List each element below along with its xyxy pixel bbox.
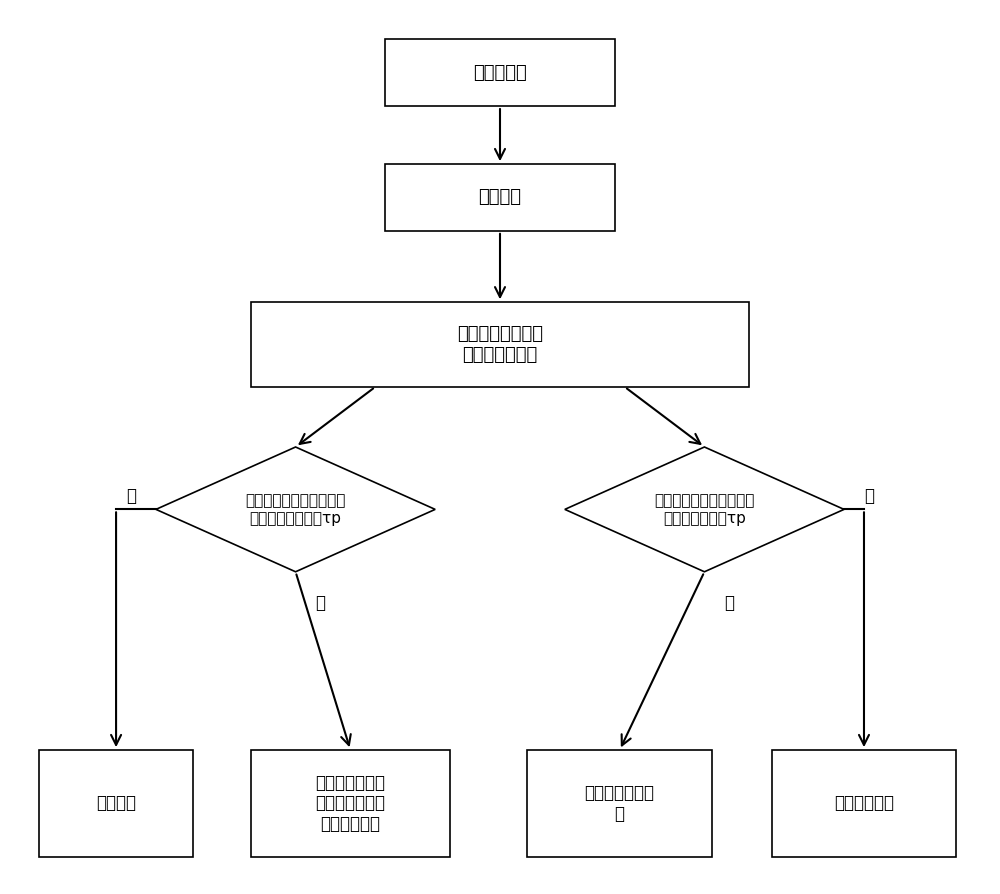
Bar — [772, 750, 956, 857]
Text: 否: 否 — [126, 487, 136, 505]
Text: 否: 否 — [864, 487, 874, 505]
Text: 保持工作: 保持工作 — [96, 795, 136, 813]
Bar — [385, 164, 615, 231]
Text: 计算最优休眠概率
和最优休眠阈值: 计算最优休眠概率 和最优休眠阈值 — [457, 325, 543, 364]
Text: 监控负载: 监控负载 — [479, 189, 522, 207]
Text: 是: 是 — [316, 594, 326, 612]
Bar — [385, 39, 615, 106]
Text: 是: 是 — [724, 594, 734, 612]
Polygon shape — [565, 447, 844, 572]
Bar — [39, 750, 193, 857]
Text: 判断已休眠基站下的负载
是否小于休眠阈值τp: 判断已休眠基站下的负载 是否小于休眠阈值τp — [245, 493, 346, 526]
Text: 触发基站休眠，
负载转移到相应
活跃宏基站下: 触发基站休眠， 负载转移到相应 活跃宏基站下 — [315, 773, 385, 833]
Bar — [251, 750, 450, 857]
Text: 激活休眠基站: 激活休眠基站 — [834, 795, 894, 813]
Text: 保持基站休眠状
态: 保持基站休眠状 态 — [585, 784, 655, 822]
Polygon shape — [156, 447, 435, 572]
Bar — [527, 750, 712, 857]
Bar — [251, 302, 749, 387]
Text: 系统初始化: 系统初始化 — [473, 63, 527, 81]
Text: 判断活跃基站下的负载是
否小于休眠阈值τp: 判断活跃基站下的负载是 否小于休眠阈值τp — [654, 493, 755, 526]
